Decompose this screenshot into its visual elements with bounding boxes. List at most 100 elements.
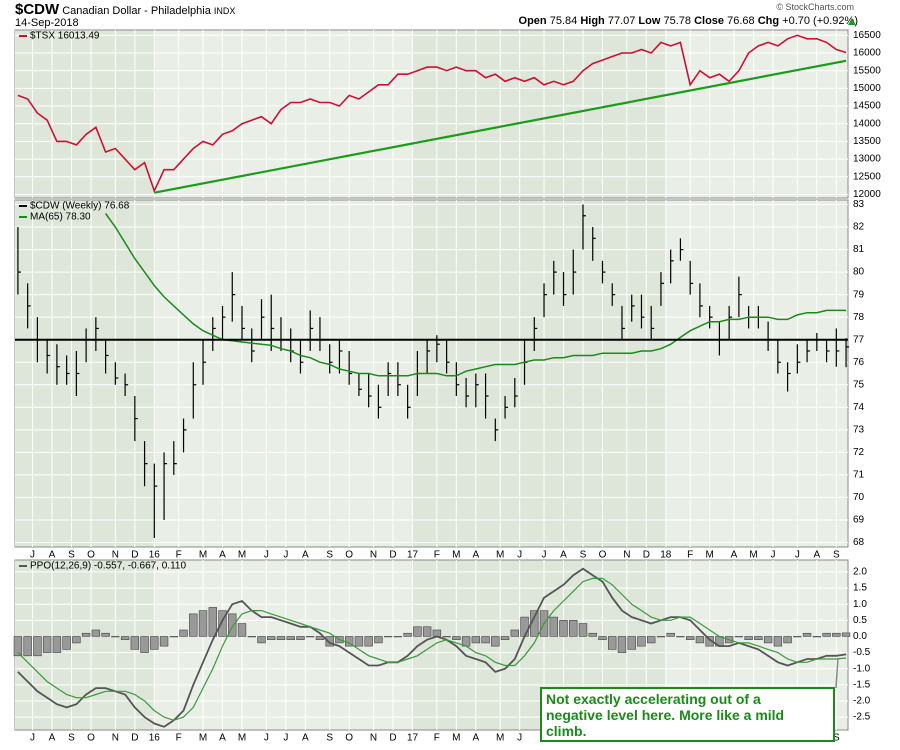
histogram-bar	[608, 636, 617, 650]
x-tick-label: D	[131, 733, 138, 744]
histogram-bar	[422, 626, 432, 637]
x-tick-label: A	[302, 733, 309, 744]
y-tick-label: 16500	[853, 30, 881, 41]
histogram-bar	[354, 636, 364, 647]
series-line	[17, 567, 847, 728]
y-tick-label: -0.5	[853, 647, 871, 658]
y-tick-label: 78	[853, 312, 865, 323]
legend-label: $TSX 16013.49	[30, 31, 100, 42]
histogram-bar	[549, 616, 558, 637]
y-tick-label: 12500	[853, 171, 881, 182]
y-tick-label: 80	[853, 267, 865, 278]
y-tick-label: 14000	[853, 118, 881, 129]
y-tick-label: 0.5	[853, 615, 867, 626]
histogram-bar	[383, 636, 393, 638]
x-tick-label: 16	[149, 733, 161, 744]
quote-value: 75.78	[663, 15, 692, 27]
histogram-bar	[500, 636, 510, 640]
y-tick-label: 83	[853, 199, 865, 210]
quote-value: 75.84	[549, 15, 578, 27]
histogram-bar	[364, 636, 373, 647]
histogram-bar	[598, 636, 607, 640]
x-tick-label: F	[176, 733, 182, 744]
y-tick-label: 72	[853, 447, 865, 458]
histogram-bar	[33, 636, 42, 657]
x-tick-label: O	[87, 550, 95, 561]
histogram-bar	[491, 636, 500, 647]
histogram-bar	[481, 636, 490, 644]
x-tick-label: N	[112, 550, 119, 561]
legend-label: PPO(12,26,9) -0.557, -0.667, 0.110	[30, 561, 186, 572]
x-tick-label: M	[238, 733, 246, 744]
histogram-bar	[325, 636, 334, 647]
histogram-bar	[247, 636, 256, 638]
x-tick-label: A	[49, 733, 56, 744]
histogram-bar	[130, 636, 140, 650]
histogram-bar	[647, 636, 656, 644]
histogram-bar	[627, 636, 636, 650]
histogram-bar	[763, 636, 773, 644]
y-tick-label: 71	[853, 470, 865, 481]
x-tick-label: D	[389, 733, 396, 744]
histogram-bar	[276, 636, 286, 640]
x-tick-label: 17	[407, 733, 419, 744]
x-tick-label: M	[199, 733, 207, 744]
x-tick-label: N	[370, 733, 377, 744]
y-tick-label: 73	[853, 424, 865, 435]
series-line	[17, 577, 847, 721]
x-tick-label: M	[749, 550, 757, 561]
x-tick-label: J	[770, 550, 775, 561]
x-tick-label: M	[452, 550, 460, 561]
histogram-bar	[228, 613, 237, 637]
x-tick-label: F	[687, 550, 693, 561]
x-tick-label: F	[434, 550, 440, 561]
x-tick-label: A	[219, 733, 226, 744]
histogram-bar	[734, 636, 744, 638]
x-tick-label: A	[813, 550, 820, 561]
y-tick-label: 77	[853, 334, 865, 345]
histogram-bar	[169, 636, 179, 638]
y-tick-label: 76	[853, 357, 865, 368]
histogram-bar	[150, 636, 159, 650]
histogram-bar	[179, 629, 188, 637]
y-tick-label: 1.0	[853, 599, 867, 610]
histogram-bar	[783, 636, 792, 644]
histogram-bar	[296, 636, 305, 640]
annotation-line: climb.	[546, 723, 587, 739]
histogram-bar	[286, 636, 295, 640]
x-tick-label: A	[560, 550, 567, 561]
histogram-bar	[578, 623, 588, 637]
histogram-bar	[189, 613, 198, 637]
histogram-bar	[140, 636, 149, 653]
x-tick-label: M	[238, 550, 246, 561]
x-tick-label: J	[283, 733, 288, 744]
histogram-bar	[13, 636, 23, 657]
y-tick-label: 69	[853, 515, 865, 526]
histogram-bar	[374, 636, 383, 644]
x-tick-label: M	[199, 550, 207, 561]
histogram-bar	[452, 636, 461, 640]
x-tick-label: M	[496, 550, 504, 561]
x-tick-label: N	[112, 733, 119, 744]
y-tick-label: -1.5	[853, 679, 871, 690]
x-tick-label: S	[68, 733, 75, 744]
x-tick-label: F	[176, 550, 182, 561]
y-tick-label: 14500	[853, 101, 881, 112]
x-tick-label: 16	[149, 550, 161, 561]
histogram-bar	[666, 632, 675, 637]
x-tick-label: S	[326, 733, 333, 744]
x-tick-label: S	[580, 550, 587, 561]
histogram-bar	[744, 636, 753, 640]
histogram-bar	[841, 632, 851, 637]
histogram-bar	[101, 632, 110, 637]
quote-label: Chg	[757, 15, 780, 27]
x-tick-label: D	[131, 550, 138, 561]
y-tick-label: -2.0	[853, 696, 871, 707]
x-tick-label: O	[345, 550, 353, 561]
histogram-bar	[773, 636, 783, 647]
histogram-bar	[306, 636, 315, 638]
y-tick-label: -2.5	[853, 712, 871, 723]
quote-row: Open 75.84 High 77.07 Low 75.78 Close 76…	[519, 15, 858, 27]
x-tick-label: O	[345, 733, 353, 744]
